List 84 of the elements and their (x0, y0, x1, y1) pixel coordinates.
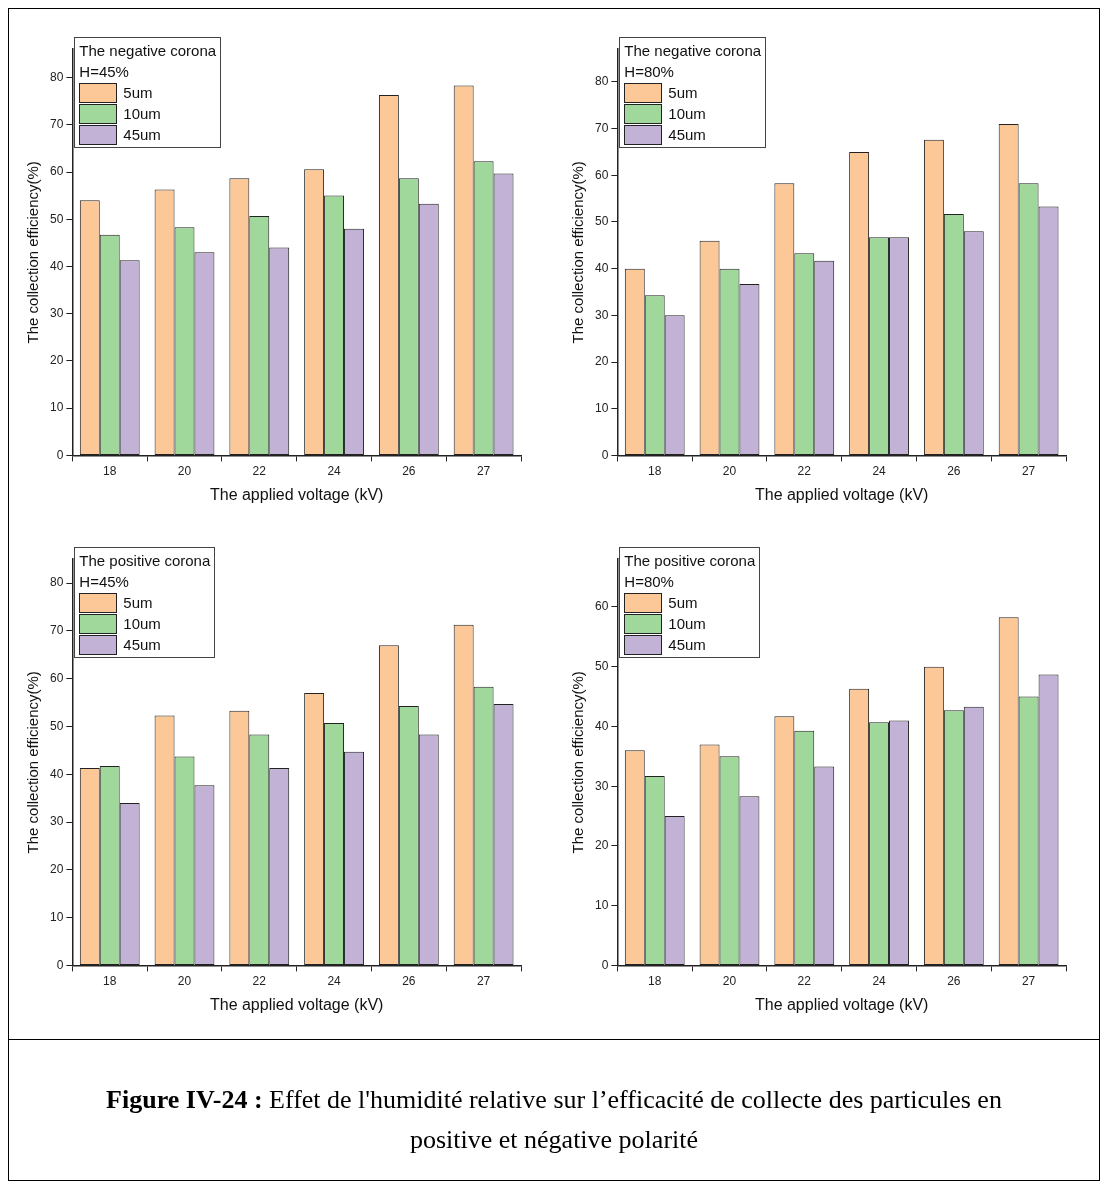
x-tick-label: 24 (872, 463, 887, 478)
y-tick-label: 80 (49, 575, 64, 590)
y-tick-label: 30 (49, 306, 64, 321)
text: Figure IV-24 : (106, 1085, 263, 1114)
y-tick-label: 60 (49, 164, 64, 179)
text: Effet de l'humidité relative sur l’efficacité de collecte des particules en positive et négative polarité (269, 1085, 1002, 1154)
legend-label: 5um (668, 593, 698, 614)
legend-label: 45um (668, 125, 706, 146)
x-tick-label: 26 (947, 463, 961, 478)
y-axis-title: The collection efficiency(%) (569, 161, 587, 344)
y-tick-label: 50 (49, 718, 64, 733)
x-tick-label: 20 (722, 463, 737, 478)
y-tick-label: 50 (49, 211, 64, 226)
y-tick-label: 50 (594, 659, 609, 674)
x-tick-label: 20 (722, 973, 737, 988)
x-axis-title: The applied voltage (kV) (754, 485, 929, 503)
legend-title: The negative corona H=45% (79, 41, 217, 83)
legend-title: The positive corona H=80% (624, 551, 756, 593)
legend-label: 10um (668, 614, 706, 635)
x-tick-label: 27 (1021, 463, 1036, 478)
x-tick-label: 26 (402, 463, 416, 478)
y-tick-label: 40 (49, 766, 64, 781)
y-tick-label: 70 (594, 120, 609, 135)
x-tick-label: 22 (252, 973, 267, 988)
x-tick-label: 18 (648, 463, 662, 478)
legend-label: 45um (123, 635, 161, 656)
x-axis-title: The applied voltage (kV) (209, 995, 384, 1013)
x-tick-label: 22 (797, 973, 812, 988)
x-tick-label: 26 (402, 973, 416, 988)
y-tick-label: 0 (56, 447, 64, 462)
y-tick-label: 70 (49, 117, 64, 132)
y-tick-label: 10 (594, 897, 609, 912)
y-tick-label: 40 (594, 260, 609, 275)
y-tick-label: 10 (594, 401, 609, 416)
x-tick-label: 24 (327, 463, 342, 478)
y-tick-label: 0 (601, 957, 609, 972)
x-tick-label: 27 (1021, 973, 1036, 988)
y-tick-label: 30 (49, 814, 64, 829)
y-tick-label: 60 (594, 167, 609, 182)
legend-title: The positive corona H=45% (79, 551, 211, 593)
y-axis-title: The collection efficiency(%) (24, 161, 42, 344)
x-tick-label: 27 (476, 463, 491, 478)
y-tick-label: 70 (49, 623, 64, 638)
x-tick-label: 18 (103, 463, 117, 478)
y-tick-label: 60 (49, 670, 64, 685)
y-tick-label: 40 (594, 718, 609, 733)
y-tick-label: 80 (594, 74, 609, 89)
y-tick-label: 0 (601, 447, 609, 462)
y-tick-label: 60 (594, 599, 609, 614)
legend-label: 5um (123, 593, 153, 614)
y-tick-label: 20 (594, 354, 609, 369)
legend-label: 45um (123, 125, 161, 146)
legend-label: 5um (668, 83, 698, 104)
legend-label: 45um (668, 635, 706, 656)
x-tick-label: 20 (177, 463, 192, 478)
x-tick-label: 24 (872, 973, 887, 988)
x-tick-label: 18 (103, 973, 117, 988)
x-axis-title: The applied voltage (kV) (209, 485, 384, 503)
legend-label: 10um (123, 614, 161, 635)
y-tick-label: 10 (49, 909, 64, 924)
y-tick-label: 80 (49, 69, 64, 84)
x-tick-label: 18 (648, 973, 662, 988)
legend-label: 10um (668, 104, 706, 125)
y-tick-label: 0 (56, 957, 64, 972)
y-tick-label: 10 (49, 400, 64, 415)
y-tick-label: 40 (49, 258, 64, 273)
legend-label: 10um (123, 104, 161, 125)
y-tick-label: 30 (594, 778, 609, 793)
y-axis-title: The collection efficiency(%) (569, 671, 587, 854)
y-axis-title: The collection efficiency(%) (24, 671, 42, 854)
x-tick-label: 20 (177, 973, 192, 988)
y-tick-label: 20 (49, 862, 64, 877)
legend-label: 5um (123, 83, 153, 104)
y-tick-label: 50 (594, 214, 609, 229)
x-tick-label: 26 (947, 973, 961, 988)
x-tick-label: 24 (327, 973, 342, 988)
y-tick-label: 30 (594, 307, 609, 322)
legend-title: The negative corona H=80% (624, 41, 762, 83)
x-tick-label: 22 (797, 463, 812, 478)
y-tick-label: 20 (49, 353, 64, 368)
x-tick-label: 22 (252, 463, 267, 478)
x-axis-title: The applied voltage (kV) (754, 995, 929, 1013)
y-tick-label: 20 (594, 838, 609, 853)
x-tick-label: 27 (476, 973, 491, 988)
